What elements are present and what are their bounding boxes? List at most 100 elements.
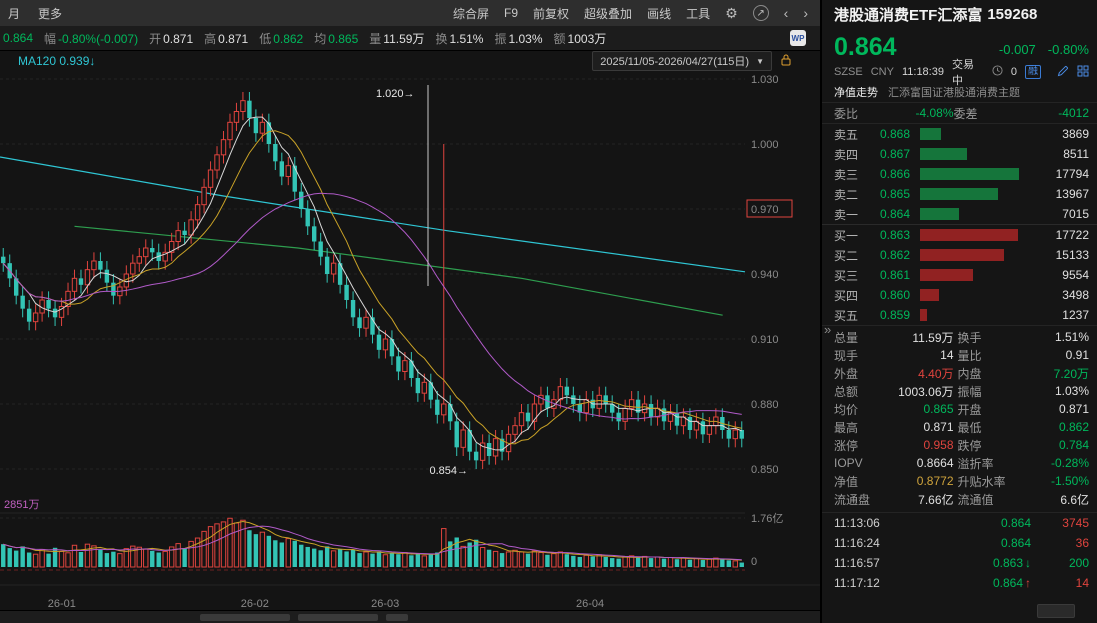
stat-label: 净值 xyxy=(834,474,859,489)
change-value: -0.007 xyxy=(998,42,1036,57)
bottom-tab[interactable] xyxy=(298,613,378,621)
tick-price-cell: 0.864 xyxy=(896,536,1031,550)
ma120-label: MA120 xyxy=(18,54,57,68)
bid-level-row[interactable]: 买四 0.860 3498 xyxy=(822,285,1097,305)
level-volume: 9554 xyxy=(1062,268,1089,282)
level-label: 卖二 xyxy=(834,187,859,202)
tick-volume: 3745 xyxy=(1062,516,1089,530)
svg-text:1.030: 1.030 xyxy=(751,74,779,86)
quote-field-value: 0.862 xyxy=(273,31,304,46)
bid-level-row[interactable]: 买二 0.862 15133 xyxy=(822,245,1097,265)
stat-label: 跌停 xyxy=(957,438,982,453)
volume-bars[interactable] xyxy=(1,517,744,568)
level-volume-bar xyxy=(920,309,927,321)
stat-label: 外盘 xyxy=(834,366,859,381)
chevron-right-icon[interactable]: › xyxy=(803,5,808,21)
quote-field: 低 0.862 xyxy=(259,30,303,47)
level-volume: 15133 xyxy=(1055,248,1089,262)
up-arrow-icon: ↑ xyxy=(1025,576,1031,590)
level-price: 0.867 xyxy=(879,147,910,161)
nav-trend-link[interactable]: 净值走势 xyxy=(834,87,878,99)
stat-value: -0.28% xyxy=(1050,456,1089,470)
candles[interactable] xyxy=(1,92,744,469)
menu-tools[interactable]: 工具 xyxy=(686,6,711,21)
tick-time: 11:16:24 xyxy=(834,536,880,550)
order-imbalance-row: 委比 -4.08% 委差 -4012 xyxy=(822,103,1097,124)
svg-text:1.76亿: 1.76亿 xyxy=(751,512,783,525)
level-volume-bar xyxy=(920,269,974,281)
menu-super-overlay[interactable]: 超级叠加 xyxy=(584,6,633,21)
margin-trading-badge[interactable]: 融 xyxy=(1025,65,1041,79)
ask-level-row[interactable]: 卖五 0.868 3869 xyxy=(822,124,1097,144)
bottom-tab[interactable] xyxy=(200,613,290,621)
level-volume: 8511 xyxy=(1063,147,1089,161)
quote-field: 0.864 xyxy=(3,31,33,45)
panel-expander[interactable]: » xyxy=(824,322,832,337)
stat-label: 现手 xyxy=(834,348,859,363)
menu-draw-line[interactable]: 画线 xyxy=(647,6,672,21)
quote-field-label: 均 xyxy=(314,31,327,46)
quote-time: 11:18:39 xyxy=(901,66,944,78)
tick-price-cell: 0.864 xyxy=(896,516,1031,530)
period-menu-month[interactable]: 月 xyxy=(8,6,21,21)
grid-icon[interactable] xyxy=(1077,65,1089,80)
quote-field-value: 0.871 xyxy=(218,31,249,46)
menu-forward-adjust[interactable]: 前复权 xyxy=(533,6,570,21)
level-bar-zone: 7015 xyxy=(920,207,1089,221)
svg-text:0.850: 0.850 xyxy=(751,464,779,476)
bid-level-row[interactable]: 买一 0.863 17722 xyxy=(822,225,1097,245)
chevron-left-icon[interactable]: ‹ xyxy=(783,5,789,21)
ma120-indicator[interactable]: MA120 0.939↓ xyxy=(18,54,95,68)
quote-field-value: 0.865 xyxy=(328,31,359,46)
stat-row: 涨停 0.958 跌停 0.784 xyxy=(822,436,1097,454)
quote-field-value: 1003万 xyxy=(567,31,607,46)
tick-price: 0.864 xyxy=(1000,516,1031,530)
more-periods-menu[interactable]: 更多 xyxy=(38,6,63,21)
gear-icon[interactable]: ⚙ xyxy=(725,4,738,21)
lock-icon[interactable] xyxy=(780,53,792,69)
pencil-icon[interactable] xyxy=(1057,65,1069,80)
wp-badge[interactable]: WP xyxy=(790,30,806,46)
stat-label: 流通盘 xyxy=(834,492,871,507)
svg-text:26-04: 26-04 xyxy=(576,598,604,610)
menu-composite-screen[interactable]: 综合屏 xyxy=(453,6,490,21)
level-volume: 7015 xyxy=(1062,207,1089,221)
stat-row: 最高 0.871 最低 0.862 xyxy=(822,418,1097,436)
bid-level-row[interactable]: 买三 0.861 9554 xyxy=(822,265,1097,285)
ask-level-row[interactable]: 卖三 0.866 17794 xyxy=(822,164,1097,184)
level-volume-bar xyxy=(920,229,1019,241)
bottom-tab[interactable] xyxy=(386,613,408,621)
level-volume: 3869 xyxy=(1062,127,1089,141)
menu-f9[interactable]: F9 xyxy=(504,6,519,20)
stat-value: 0.871 xyxy=(1058,402,1089,416)
ask-level-row[interactable]: 卖二 0.865 13967 xyxy=(822,184,1097,204)
fund-full-name: 汇添富国证港股通消费主题 xyxy=(888,87,1020,99)
price-row: 0.864 -0.007 -0.80% xyxy=(822,28,1097,62)
bid-level-row[interactable]: 买五 0.859 1237 xyxy=(822,305,1097,325)
bottom-widget[interactable] xyxy=(1037,604,1075,618)
svg-text:0.910: 0.910 xyxy=(751,334,779,346)
change-percent: -0.80% xyxy=(1047,42,1089,57)
ask-level-row[interactable]: 卖一 0.864 7015 xyxy=(822,204,1097,224)
instrument-code: 159268 xyxy=(987,5,1038,23)
stat-value: 7.20万 xyxy=(1053,366,1089,381)
date-range-selector[interactable]: 2025/11/05-2026/04/27(115日) ▼ xyxy=(592,51,772,71)
kline-chart-area[interactable]: 1.030 1.000 0.970 0.940 0.910 0.880 0.850 1.76亿… xyxy=(0,71,820,623)
stat-value: 7.66亿 xyxy=(918,492,954,507)
stat-row: IOPV 0.8664 溢折率 -0.28% xyxy=(822,454,1097,472)
share-icon[interactable]: ↗ xyxy=(752,5,769,21)
quote-field-value: 11.59万 xyxy=(383,31,425,46)
quote-field: 均 0.865 xyxy=(314,30,358,47)
quote-field: 振 1.03% xyxy=(494,30,542,47)
tick-row: 11:16:24 0.864 36 xyxy=(822,533,1097,553)
svg-text:26-01: 26-01 xyxy=(48,598,76,610)
chart-section: 月 更多 综合屏 F9 前复权 超级叠加 画线 工具 ⚙ ↗ ‹ › 0.864… xyxy=(0,0,820,623)
kline-chart[interactable]: 1.030 1.000 0.970 0.940 0.910 0.880 0.850 1.76亿… xyxy=(0,71,820,611)
stat-row: 外盘 4.40万 内盘 7.20万 xyxy=(822,364,1097,382)
stat-row: 均价 0.865 开盘 0.871 xyxy=(822,400,1097,418)
ask-level-row[interactable]: 卖四 0.867 8511 xyxy=(822,144,1097,164)
level-label: 买一 xyxy=(834,228,859,243)
level-bar-zone: 17722 xyxy=(920,228,1089,242)
level-bar-zone: 3498 xyxy=(920,288,1089,302)
delay-indicator: 0 xyxy=(1010,66,1017,78)
